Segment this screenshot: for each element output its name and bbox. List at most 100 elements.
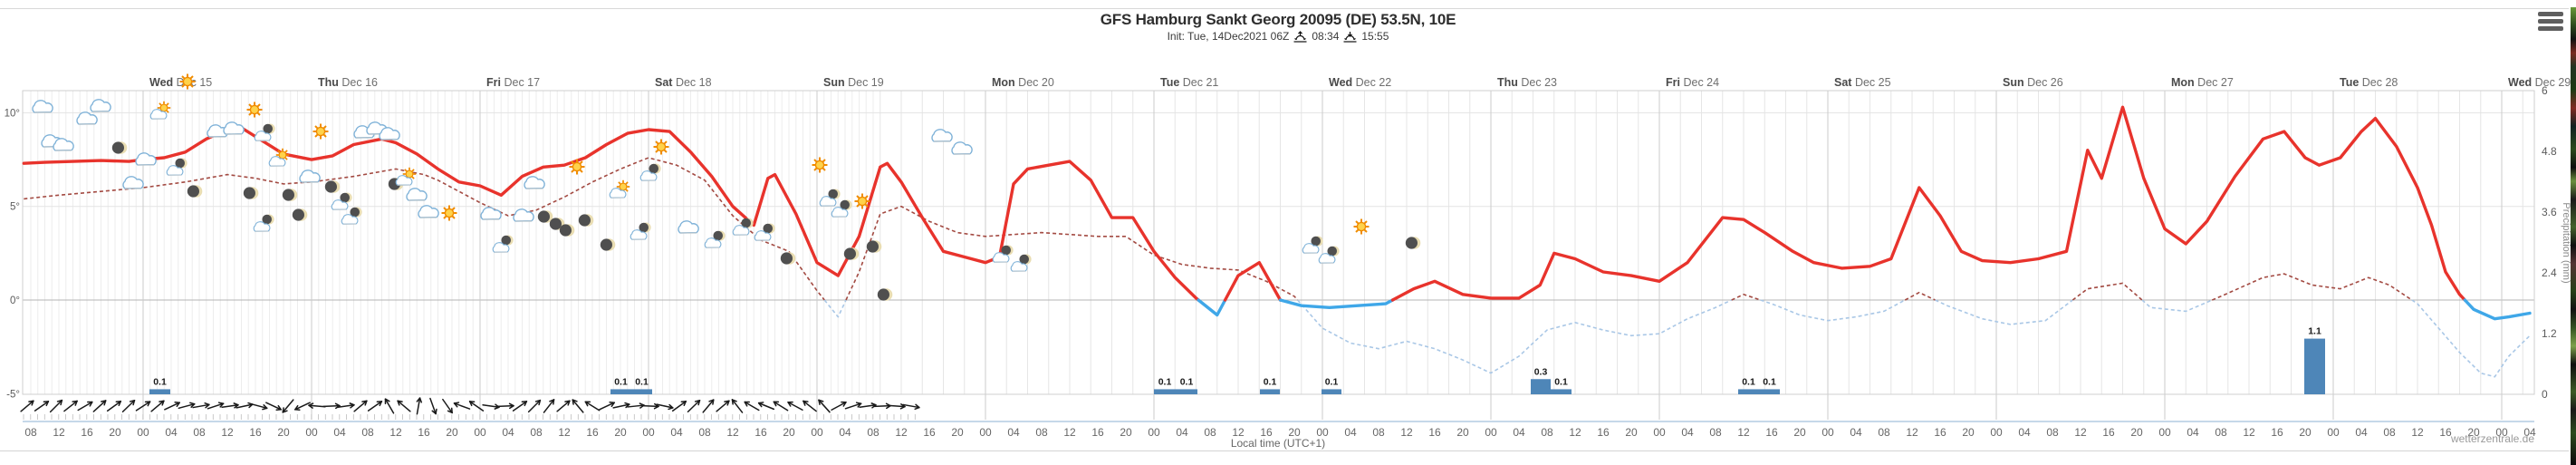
- precip-bar-label: 0.1: [1554, 376, 1568, 387]
- hour-tick-label: 08: [2215, 426, 2227, 439]
- weather-sun-cloud-icon: [395, 167, 417, 186]
- dewpoint-line: [845, 205, 1299, 301]
- hour-tick-label: 00: [2158, 426, 2171, 439]
- precip-axis-title: Precipitation (mm): [2561, 202, 2571, 283]
- temperature-line: [1390, 105, 2467, 302]
- weather-moon-icon: [292, 208, 308, 221]
- weather-moon-icon: [877, 288, 893, 301]
- hour-tick-label: 12: [1569, 426, 1581, 439]
- hour-tick-label: 20: [1120, 426, 1132, 439]
- precip-axis-tick: 3.6: [2542, 206, 2557, 218]
- weather-cloud-icon: [931, 129, 953, 142]
- dewpoint-line: [2071, 282, 2143, 301]
- wind-arrow-icon: [627, 402, 645, 409]
- weather-cloud-icon: [76, 111, 98, 125]
- wind-arrow-icon: [221, 402, 239, 409]
- hour-tick-label: 16: [1934, 426, 1946, 439]
- hour-tick-label: 00: [2327, 426, 2340, 439]
- hour-tick-label: 00: [1485, 426, 1497, 439]
- hour-tick-label: 04: [2187, 426, 2199, 439]
- hour-tick-label: 12: [1063, 426, 1076, 439]
- scrollbar-minimap[interactable]: [2571, 7, 2576, 465]
- hour-tick-label: 04: [1513, 426, 1525, 439]
- hour-tick-label: 08: [1035, 426, 1048, 439]
- precip-bar-label: 1.1: [2308, 326, 2321, 337]
- wind-arrow-icon: [731, 399, 744, 413]
- precip-bar-label: 0.1: [635, 376, 649, 387]
- weather-moon-icon: [537, 210, 553, 223]
- init-label: Init: Tue, 14Dec2021 06Z: [1167, 30, 1290, 43]
- hour-tick-label: 00: [137, 426, 149, 439]
- weather-sun-cloud-icon: [609, 179, 630, 199]
- wind-arrow-icon: [716, 400, 730, 412]
- wind-arrow-icon: [818, 399, 831, 413]
- wind-arrow-icon: [902, 403, 920, 411]
- wind-arrow-icon: [512, 401, 528, 412]
- weather-moon-cloud-icon: [754, 223, 775, 241]
- hour-tick-label: 16: [1260, 426, 1273, 439]
- dewpoint-line: [1935, 299, 2073, 325]
- weather-sun-cloud-icon: [149, 101, 171, 120]
- day-label: Thu Dec 23: [1497, 76, 1557, 89]
- wind-arrow-icon: [656, 403, 674, 411]
- precip-axis-tick: 0: [2542, 388, 2548, 401]
- bottom-divider: [0, 450, 2569, 451]
- hour-tick-label: 12: [2243, 426, 2255, 439]
- wind-arrow-icon: [773, 401, 789, 412]
- precip-bar: [1176, 389, 1197, 394]
- hour-tick-label: 04: [670, 426, 683, 439]
- weather-moon-icon: [282, 189, 298, 201]
- wind-arrow-icon: [92, 400, 107, 412]
- hour-tick-label: 08: [530, 426, 543, 439]
- hour-tick-label: 12: [1906, 426, 1918, 439]
- chart-subtitle: Init: Tue, 14Dec2021 06Z 08:34 15:55: [0, 30, 2556, 43]
- weather-sun-icon: [653, 139, 669, 155]
- weather-moon-icon: [1405, 237, 1421, 249]
- hour-tick-label: 12: [2411, 426, 2424, 439]
- wind-arrow-icon: [687, 399, 701, 413]
- weather-moon-cloud-icon: [331, 192, 352, 210]
- temperature-line: [1278, 298, 1395, 309]
- hour-tick-label: 12: [895, 426, 908, 439]
- wind-arrow-icon: [671, 400, 687, 412]
- wind-arrow-icon: [584, 401, 601, 412]
- wind-arrow-icon: [49, 399, 63, 413]
- weather-sun-icon: [569, 159, 585, 175]
- wind-arrow-icon: [572, 399, 584, 413]
- dewpoint-line: [1731, 293, 1761, 301]
- wind-arrow-icon: [468, 401, 485, 412]
- hour-tick-label: 12: [726, 426, 739, 439]
- precip-bar-label: 0.1: [1742, 376, 1755, 387]
- weather-moon-icon: [324, 180, 341, 193]
- weather-moon-icon: [578, 214, 594, 227]
- hamburger-menu-icon[interactable]: [2536, 12, 2565, 34]
- day-label: Tue Dec 21: [1160, 76, 1218, 89]
- hour-tick-label: 04: [1007, 426, 1020, 439]
- wind-arrow-icon: [367, 401, 383, 412]
- precip-bar-label: 0.1: [153, 376, 167, 387]
- weather-sun-icon: [441, 205, 457, 221]
- hour-tick-label: 08: [1878, 426, 1890, 439]
- wind-arrow-icon: [859, 402, 877, 409]
- weather-moon-cloud-icon: [1010, 254, 1032, 272]
- weather-moon-icon: [780, 252, 796, 265]
- precip-bar-label: 0.1: [614, 376, 628, 387]
- hour-tick-label: 12: [1232, 426, 1245, 439]
- hour-tick-label: 00: [811, 426, 823, 439]
- hour-tick-label: 04: [2355, 426, 2368, 439]
- hour-tick-label: 20: [277, 426, 290, 439]
- hour-tick-label: 04: [1681, 426, 1694, 439]
- weather-moon-icon: [111, 141, 128, 154]
- weather-moon-cloud-icon: [341, 207, 362, 225]
- wind-arrow-icon: [265, 402, 282, 411]
- weather-cloud-icon: [299, 170, 321, 183]
- wind-arrow-icon: [150, 400, 165, 412]
- dewpoint-line: [1297, 299, 1733, 374]
- hour-tick-label: 00: [642, 426, 655, 439]
- weather-sun-icon: [854, 193, 870, 209]
- day-label: Sun Dec 26: [2003, 76, 2063, 89]
- watermark-credit: wetterzentrale.de: [2450, 432, 2534, 445]
- weather-cloud-icon: [480, 207, 502, 220]
